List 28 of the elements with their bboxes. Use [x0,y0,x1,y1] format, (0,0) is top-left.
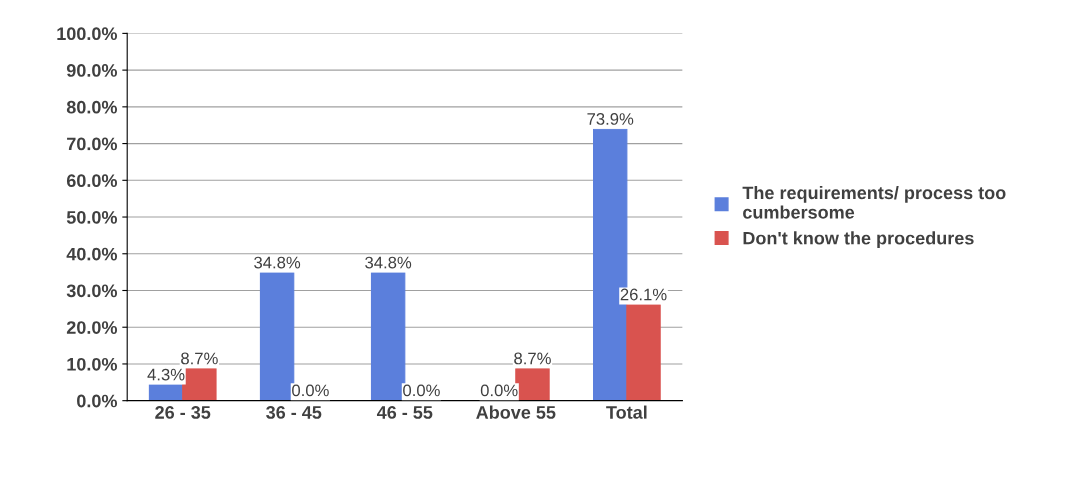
y-tick-label: 50.0% [66,210,118,224]
data-label: 0.0% [403,384,440,397]
y-tick-label: 80.0% [66,100,118,114]
y-tick-label: 60.0% [66,174,118,188]
data-label: 0.0% [292,384,329,397]
data-label: 34.8% [254,256,301,269]
legend-label: The requirements/ process too cumbersome [742,185,1006,219]
y-tick-label: 0.0% [77,394,118,408]
x-tick-label: Total [606,405,647,419]
data-label: 8.7% [181,352,218,365]
y-tick-label: 40.0% [66,247,118,261]
data-label: 26.1% [620,288,667,301]
x-tick-label: 26 - 35 [155,406,211,419]
x-tick-label: 46 - 55 [376,406,433,419]
y-tick-label: 20.0% [66,321,118,334]
data-label: 4.3% [147,368,185,381]
y-tick-label: 70.0% [67,137,118,151]
y-tick-label: 30.0% [66,284,118,298]
data-label: 73.9% [587,113,634,125]
y-tick-label: 10.0% [67,357,118,371]
data-label: 0.0% [480,384,518,397]
x-tick-label: 36 - 45 [266,406,322,419]
data-label: 8.7% [514,352,551,365]
data-label: 34.8% [365,256,412,269]
x-tick-label: Above 55 [476,405,556,419]
y-tick-label: 100.0% [57,27,118,41]
legend-label: Don't know the procedures [743,231,974,249]
y-tick-label: 90.0% [66,64,118,77]
